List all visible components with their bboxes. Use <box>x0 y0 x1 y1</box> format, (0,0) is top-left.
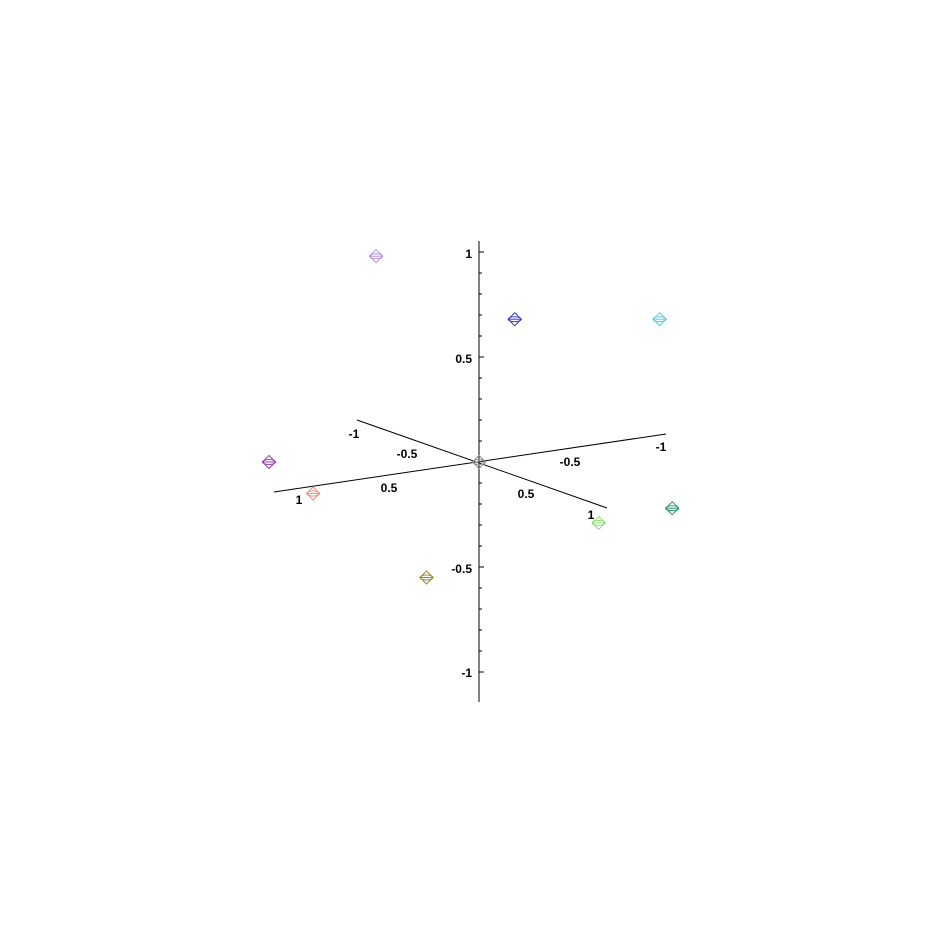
axis-b-label-0-5: 0.5 <box>518 487 535 501</box>
axis-b-label-neg-0-5: -0.5 <box>397 447 418 461</box>
axis-b-label-neg-1: -1 <box>349 427 360 441</box>
point-olive <box>419 570 434 585</box>
axis-a-label-0-5: 0.5 <box>381 481 398 495</box>
axis-a-label-neg-0-5: -0.5 <box>560 455 581 469</box>
point-lavender <box>368 248 384 264</box>
vtick-label-0-5: 0.5 <box>455 352 472 366</box>
point-cyan <box>652 311 667 327</box>
point-purple <box>261 454 277 470</box>
point-teal <box>664 500 680 516</box>
axis-a-label-neg-1: -1 <box>656 440 667 454</box>
vtick-label-neg-1: -1 <box>461 666 472 680</box>
axis-a <box>273 433 667 493</box>
vtick-label-1: 1 <box>465 247 472 261</box>
point-lightgreen <box>591 515 606 531</box>
axis-b-label-1: 1 <box>588 508 595 522</box>
axis-a-label-1: 1 <box>296 493 303 507</box>
point-salmon <box>305 486 321 501</box>
point-origin <box>471 454 487 470</box>
vtick-label-neg-0-5: -0.5 <box>451 562 472 576</box>
data-points <box>261 248 680 585</box>
point-blue <box>507 311 522 327</box>
